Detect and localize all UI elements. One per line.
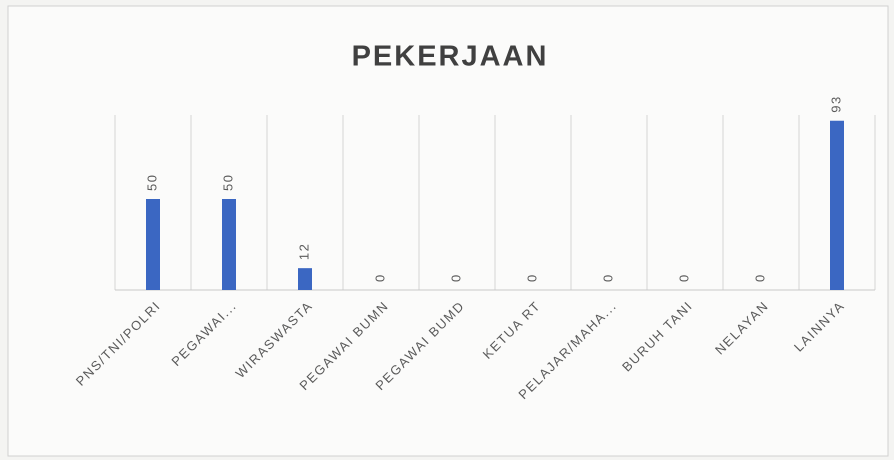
data-label: 0 (372, 273, 387, 282)
bar (146, 199, 160, 290)
chart-frame (7, 5, 889, 457)
bar (222, 199, 236, 290)
data-label: 50 (144, 174, 159, 191)
data-label: 93 (828, 95, 843, 112)
data-label: 12 (296, 243, 311, 260)
data-label: 0 (676, 273, 691, 282)
bar (830, 120, 844, 291)
data-label: 0 (524, 273, 539, 282)
data-label: 0 (752, 273, 767, 282)
data-label: 0 (448, 273, 463, 282)
bar (298, 268, 312, 290)
data-label: 0 (600, 273, 615, 282)
chart-title: PEKERJAAN (352, 41, 549, 73)
data-label: 50 (220, 174, 235, 191)
